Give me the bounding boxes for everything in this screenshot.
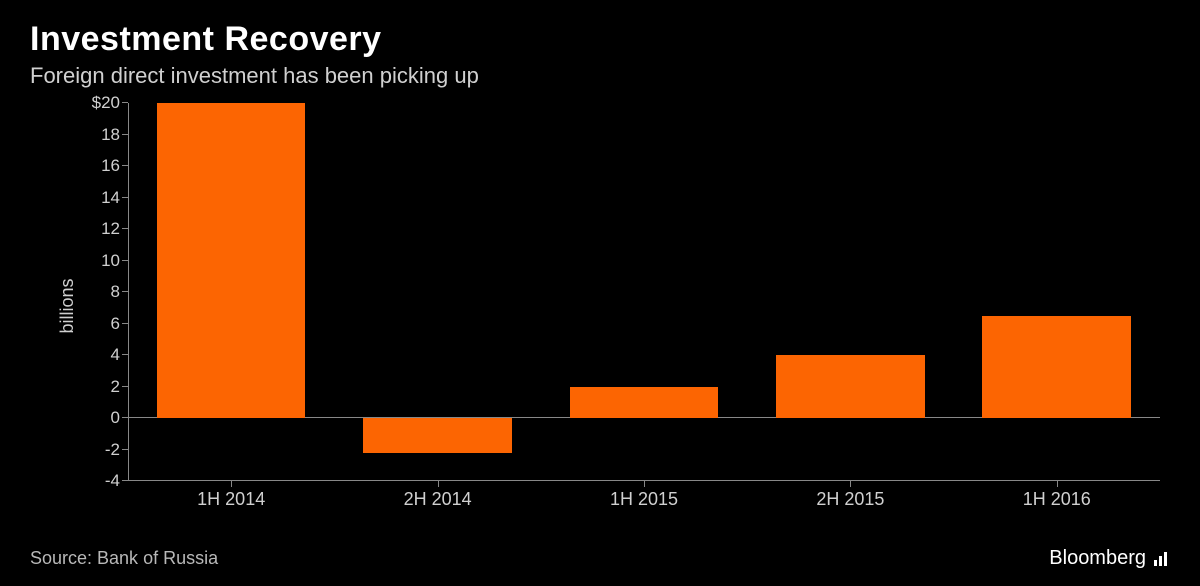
y-tick-label: -4 [105,471,120,491]
y-axis-label: billions [57,278,78,333]
y-tick-label: $20 [92,93,120,113]
y-tick-mark [122,386,128,387]
bar [157,103,306,418]
y-tick-mark [122,134,128,135]
y-tick-mark [122,165,128,166]
x-tick-mark [644,481,645,487]
chart-area: billions -4-2024681012141618$201H 20142H… [88,103,1160,509]
x-tick-mark [1057,481,1058,487]
x-tick-mark [850,481,851,487]
y-tick-label: 18 [101,125,120,145]
x-tick-mark [231,481,232,487]
y-tick-mark [122,260,128,261]
x-tick-label: 1H 2015 [610,489,678,510]
y-tick-mark [122,480,128,481]
y-tick-label: 2 [111,377,120,397]
y-axis-line [128,103,129,481]
y-tick-label: 8 [111,282,120,302]
y-tick-label: 4 [111,345,120,365]
bar [776,355,925,418]
y-tick-label: 14 [101,188,120,208]
y-tick-label: 0 [111,408,120,428]
footer: Source: Bank of Russia Bloomberg [30,547,1170,570]
x-tick-label: 1H 2014 [197,489,265,510]
chart-container: Investment Recovery Foreign direct inves… [0,0,1200,586]
x-tick-label: 1H 2016 [1023,489,1091,510]
y-tick-label: 10 [101,251,120,271]
y-tick-mark [122,354,128,355]
y-tick-mark [122,291,128,292]
chart-subtitle: Foreign direct investment has been picki… [30,63,1170,89]
y-tick-mark [122,323,128,324]
x-tick-label: 2H 2015 [816,489,884,510]
y-tick-label: 16 [101,156,120,176]
plot-area: -4-2024681012141618$201H 20142H 20141H 2… [128,103,1160,481]
y-tick-label: -2 [105,440,120,460]
y-tick-mark [122,102,128,103]
x-tick-label: 2H 2014 [404,489,472,510]
brand-logo: Bloomberg [1049,547,1170,570]
bar [570,387,719,419]
bloomberg-icon [1152,550,1170,568]
bar [982,316,1131,418]
y-tick-mark [122,417,128,418]
brand-text: Bloomberg [1049,547,1146,570]
bar [363,418,512,453]
chart-title: Investment Recovery [30,20,1170,59]
y-tick-label: 6 [111,314,120,334]
y-tick-mark [122,228,128,229]
y-tick-mark [122,449,128,450]
y-tick-label: 12 [101,219,120,239]
source-text: Source: Bank of Russia [30,548,218,569]
y-tick-mark [122,197,128,198]
x-tick-mark [438,481,439,487]
